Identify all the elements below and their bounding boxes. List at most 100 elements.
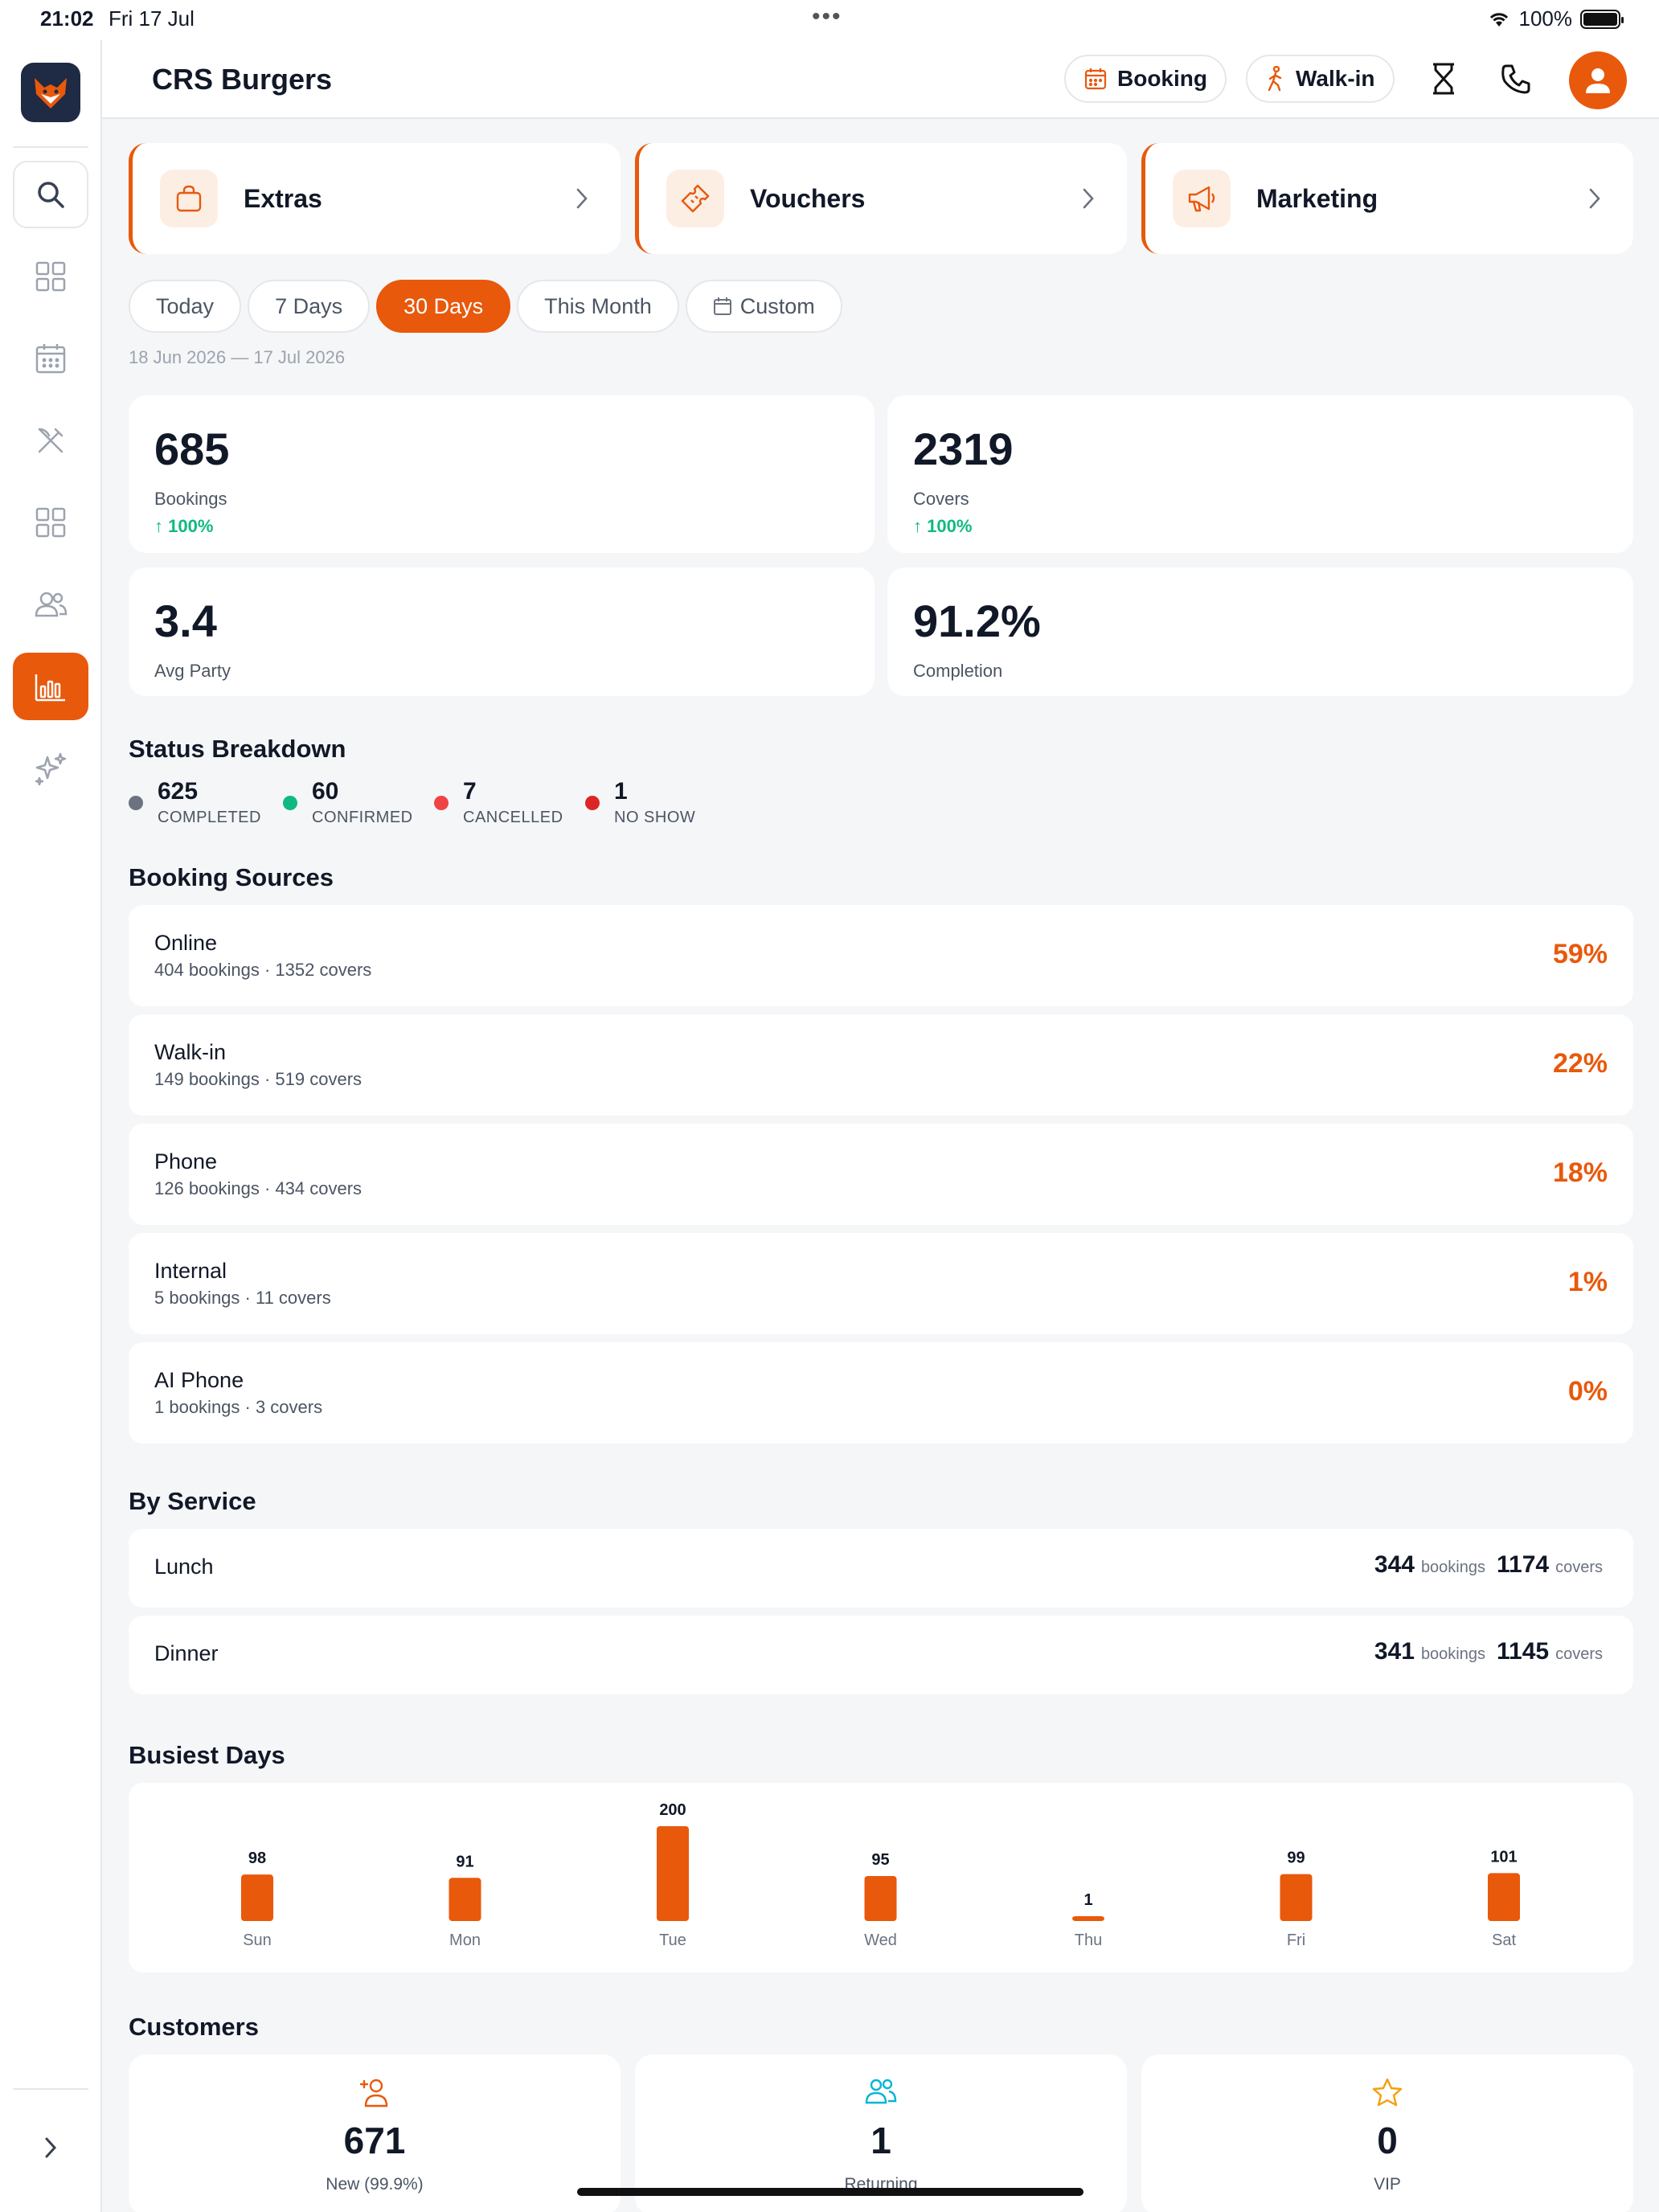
marketing-label: Marketing xyxy=(1256,183,1378,213)
avg-party-label: Avg Party xyxy=(154,661,231,681)
extras-label: Extras xyxy=(244,183,322,213)
range-custom-pill[interactable]: Custom xyxy=(685,280,842,333)
source-row-phone: Phone 126 bookings · 434 covers 18% xyxy=(129,1124,1633,1225)
vouchers-label: Vouchers xyxy=(750,183,866,213)
marketing-card[interactable]: Marketing xyxy=(1141,143,1633,254)
source-name: Internal xyxy=(154,1259,227,1283)
status-bar: 21:02 Fri 17 Jul ••• 100% xyxy=(0,0,1659,40)
source-row-walkin: Walk-in 149 bookings · 519 covers 22% xyxy=(129,1014,1633,1116)
sidebar-item-dashboard[interactable] xyxy=(13,243,88,310)
walkin-button[interactable]: Walk-in xyxy=(1246,55,1395,103)
hourglass-icon xyxy=(1433,63,1454,95)
source-detail: 5 bookings · 11 covers xyxy=(154,1288,331,1308)
bar-sun xyxy=(241,1874,273,1921)
cutlery-icon xyxy=(38,428,63,453)
busiest-days-chart: 98 Sun 91 Mon 200 Tue 95 Wed 1 Thu 99 Fri 101 Sat xyxy=(129,1783,1633,1972)
source-percent: 18% xyxy=(1552,1157,1608,1188)
sidebar-item-menu[interactable] xyxy=(13,407,88,474)
extras-card[interactable]: Extras xyxy=(129,143,621,254)
status-time: 21:02 xyxy=(40,6,94,31)
source-percent: 59% xyxy=(1552,939,1608,969)
new-booking-button[interactable]: Booking xyxy=(1064,55,1227,103)
service-covers: 1145 xyxy=(1497,1638,1550,1665)
user-avatar-button[interactable] xyxy=(1569,51,1627,109)
sidebar-item-tables[interactable] xyxy=(13,489,88,556)
source-name: Online xyxy=(154,931,218,955)
chevron-right-icon xyxy=(576,188,588,209)
bar-value-label: 98 xyxy=(248,1849,266,1867)
status-label: CONFIRMED xyxy=(312,809,413,826)
covers-label: Covers xyxy=(913,489,969,509)
bar-category-label: Sun xyxy=(243,1931,272,1949)
megaphone-icon xyxy=(1173,170,1231,227)
status-dot xyxy=(283,796,297,810)
completion-label: Completion xyxy=(913,661,1003,681)
home-indicator[interactable] xyxy=(577,2188,1083,2196)
sidebar-item-ai[interactable] xyxy=(13,735,88,802)
customers-title: Customers xyxy=(129,2013,259,2041)
page-title: CRS Burgers xyxy=(152,63,333,96)
bar-category-label: Sat xyxy=(1492,1931,1516,1949)
status-dot xyxy=(129,796,143,810)
source-name: Phone xyxy=(154,1149,218,1174)
status-count: 7 xyxy=(463,778,477,805)
wifi-icon xyxy=(1489,12,1508,27)
service-bookings: 341 xyxy=(1374,1638,1415,1665)
date-range-text: 18 Jun 2026 — 17 Jul 2026 xyxy=(129,347,346,367)
new-customers-label: New (99.9%) xyxy=(326,2175,424,2194)
phone-button[interactable] xyxy=(1495,58,1537,100)
bookings-unit: bookings xyxy=(1420,1645,1485,1663)
bar-category-label: Tue xyxy=(659,1931,686,1949)
bar-thu xyxy=(1072,1916,1104,1921)
user-icon xyxy=(1586,68,1610,93)
fox-logo-icon xyxy=(35,78,67,109)
add-user-icon xyxy=(359,2079,388,2108)
bookings-unit: bookings xyxy=(1420,1559,1485,1576)
battery-icon xyxy=(1580,9,1624,29)
range-30days-pill[interactable]: 30 Days xyxy=(376,280,511,333)
range-7days-pill[interactable]: 7 Days xyxy=(248,280,371,333)
sidebar-expand-button[interactable] xyxy=(13,2124,88,2172)
sidebar-item-analytics[interactable] xyxy=(13,653,88,720)
vouchers-card[interactable]: Vouchers xyxy=(635,143,1127,254)
covers-unit: covers xyxy=(1555,1645,1603,1663)
walking-person-icon xyxy=(1268,66,1282,92)
bookings-label: Bookings xyxy=(154,489,227,509)
sidebar-item-calendar[interactable] xyxy=(13,325,88,392)
status-breakdown-title: Status Breakdown xyxy=(129,735,346,763)
calendar-icon xyxy=(1084,68,1107,90)
customers-vip-card: 0 VIP xyxy=(1141,2054,1633,2212)
battery-percent: 100% xyxy=(1518,6,1573,31)
customers-returning-card: 1 Returning xyxy=(635,2054,1127,2212)
sparkles-icon xyxy=(35,752,67,786)
completion-stat-card: 91.2% Completion xyxy=(887,567,1633,696)
new-customers-value: 671 xyxy=(343,2120,406,2161)
status-label: COMPLETED xyxy=(158,809,261,826)
sidebar-search-button[interactable] xyxy=(13,161,88,228)
waitlist-button[interactable] xyxy=(1423,58,1464,100)
quick-links: Extras Vouchers Marketing xyxy=(129,143,1633,254)
bar-category-label: Mon xyxy=(449,1931,481,1949)
multitasking-dots-icon[interactable]: ••• xyxy=(812,3,842,30)
top-header: CRS Burgers Booking Walk-in xyxy=(102,40,1659,119)
bar-chart-icon xyxy=(35,674,65,702)
covers-stat-card: 2319 Covers ↑ 100% xyxy=(887,395,1633,553)
bar-category-label: Fri xyxy=(1287,1931,1305,1949)
bar-wed xyxy=(864,1875,897,1921)
app-logo[interactable] xyxy=(21,63,80,122)
sidebar-item-customers[interactable] xyxy=(13,571,88,638)
bar-tue xyxy=(657,1826,689,1921)
bar-value-label: 200 xyxy=(659,1801,686,1819)
covers-trend: ↑ 100% xyxy=(913,516,973,536)
vip-customers-label: VIP xyxy=(1374,2175,1401,2194)
status-date: Fri 17 Jul xyxy=(109,6,195,31)
customers-new-card: 671 New (99.9%) xyxy=(129,2054,621,2212)
covers-unit: covers xyxy=(1555,1559,1603,1576)
avg-party-stat-card: 3.4 Avg Party xyxy=(129,567,875,696)
range-today-pill[interactable]: Today xyxy=(129,280,242,333)
grid-icon xyxy=(35,261,66,292)
phone-icon xyxy=(1501,64,1530,94)
service-covers: 1174 xyxy=(1497,1551,1550,1578)
booking-sources-title: Booking Sources xyxy=(129,863,334,891)
range-this-month-pill[interactable]: This Month xyxy=(517,280,679,333)
